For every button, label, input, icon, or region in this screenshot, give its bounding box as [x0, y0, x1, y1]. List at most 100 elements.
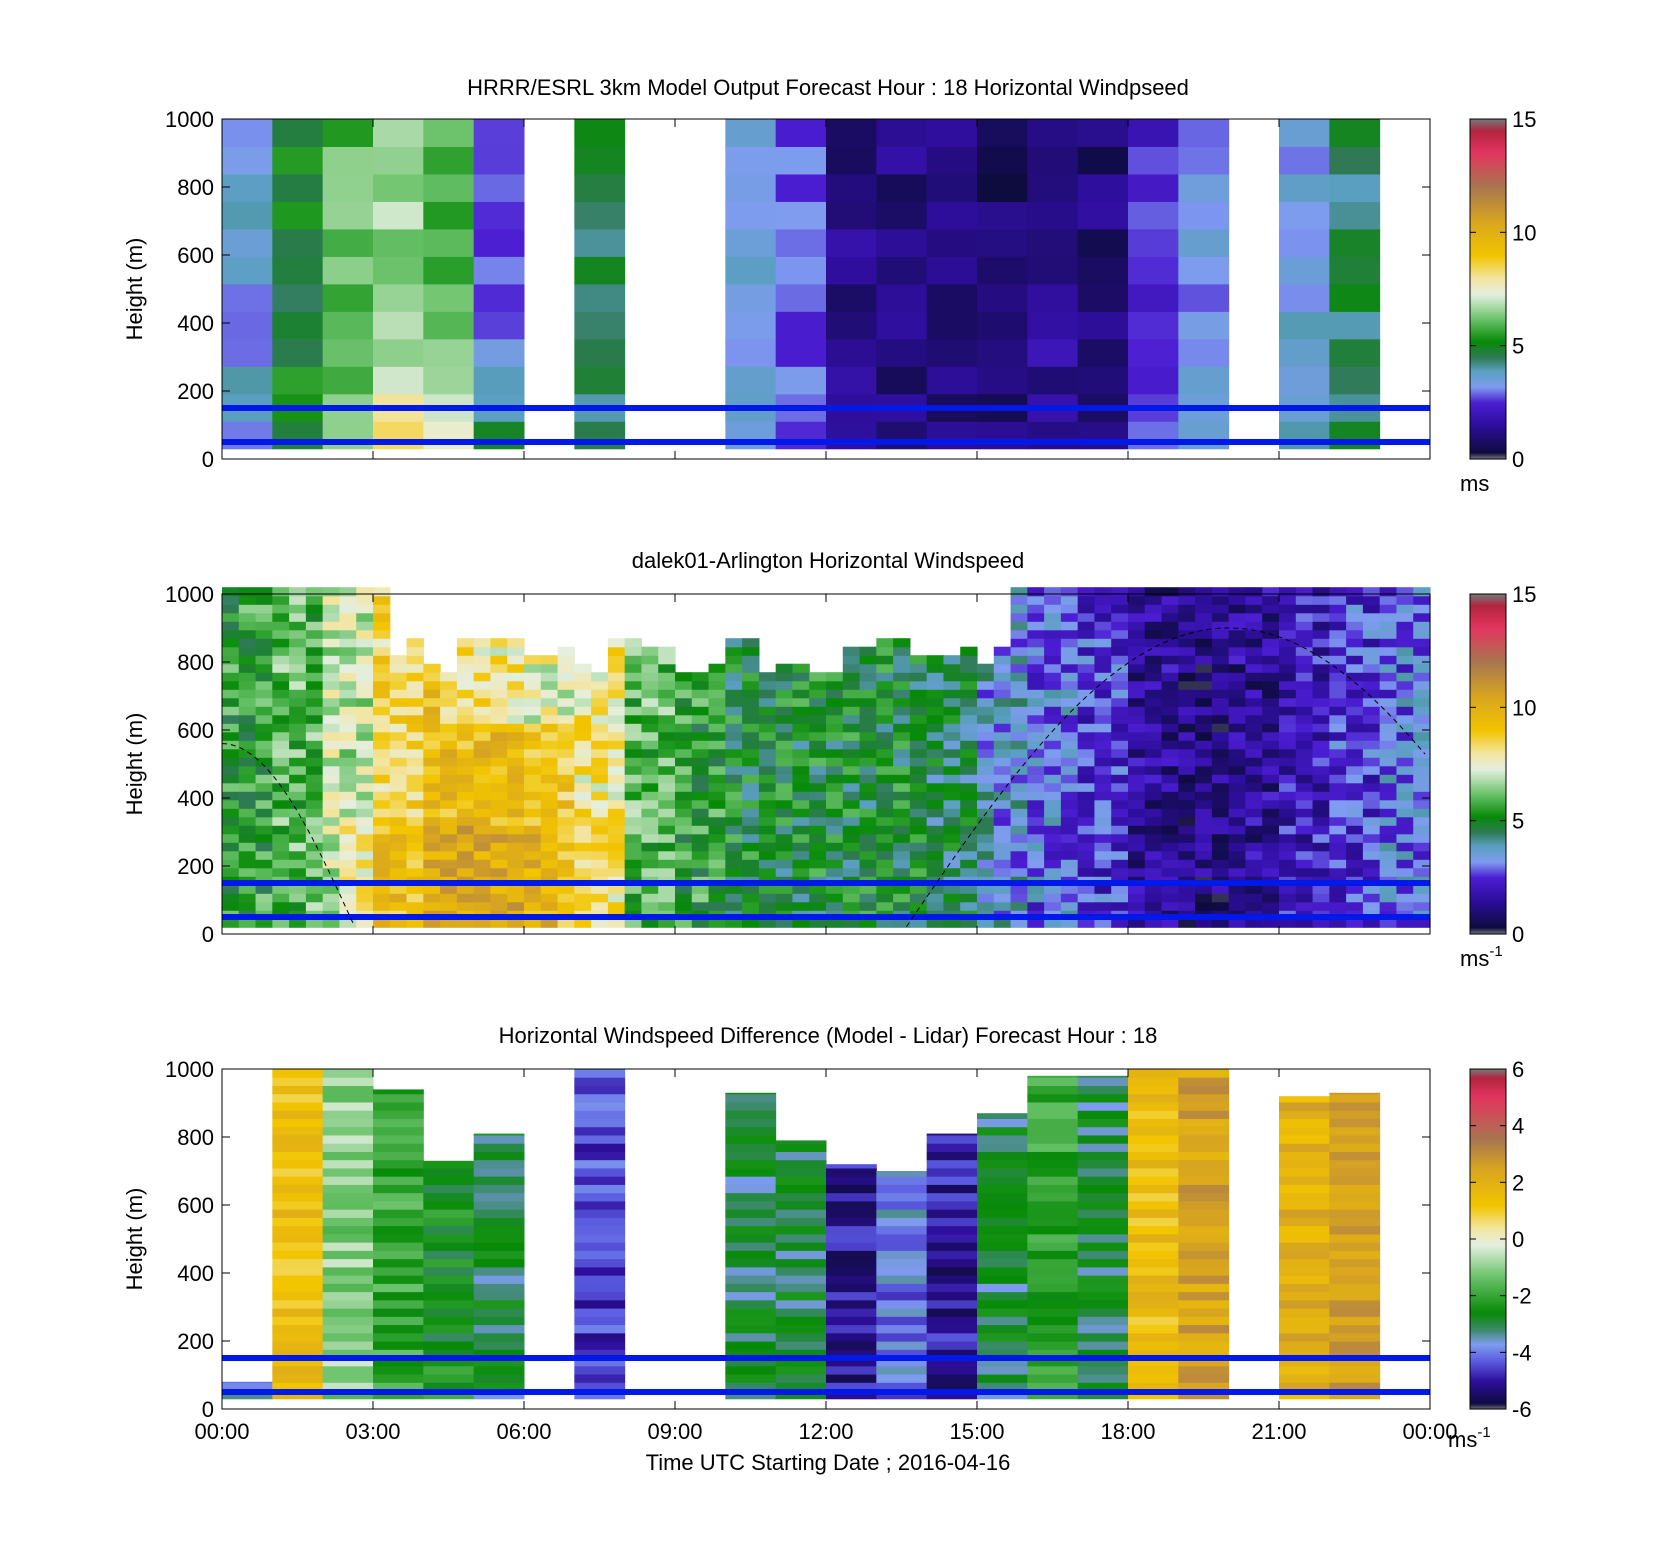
heatmap-cell: [607, 893, 626, 903]
colorbar-step: [1470, 249, 1506, 252]
heatmap-cell: [993, 893, 1012, 903]
heatmap-cell: [272, 1258, 324, 1268]
y-tick-label: 0: [202, 447, 214, 472]
heatmap-cell: [1396, 791, 1414, 801]
heatmap-cell: [1362, 748, 1381, 758]
heatmap-cell: [373, 1126, 424, 1136]
heatmap-cell: [993, 918, 1012, 928]
heatmap-cell: [842, 706, 861, 716]
heatmap-cell: [691, 833, 710, 843]
heatmap-cell: [1161, 808, 1179, 818]
heatmap-cell: [1161, 629, 1179, 639]
heatmap-cell: [272, 146, 324, 175]
heatmap-cell: [305, 612, 324, 622]
x-tick-label: 00:00: [194, 1419, 249, 1444]
colorbar-step: [1470, 1207, 1506, 1210]
heatmap-cell: [255, 859, 273, 869]
heatmap-cell: [1379, 595, 1398, 605]
heatmap-cell: [473, 646, 492, 656]
heatmap-cell: [977, 808, 995, 818]
heatmap-cell: [1245, 638, 1263, 648]
heatmap-cell: [1128, 1225, 1179, 1235]
heatmap-cell: [255, 655, 273, 665]
heatmap-cell: [977, 893, 995, 903]
heatmap-cell: [289, 867, 307, 877]
heatmap-cell: [977, 799, 995, 809]
heatmap-cell: [373, 825, 391, 835]
heatmap-cell: [1010, 680, 1028, 690]
heatmap-cell: [658, 680, 676, 690]
heatmap-cell: [1178, 1258, 1230, 1268]
heatmap-cell: [356, 595, 374, 605]
heatmap-cell: [909, 850, 928, 860]
colorbar-step: [1470, 321, 1506, 324]
heatmap-cell: [1362, 595, 1381, 605]
heatmap-cell: [1396, 901, 1414, 911]
heatmap-cell: [1094, 799, 1112, 809]
heatmap-cell: [842, 867, 861, 877]
colorbar-step: [1470, 678, 1506, 681]
heatmap-cell: [1027, 918, 1045, 928]
heatmap-cell: [1161, 612, 1179, 622]
heatmap-cell: [876, 740, 894, 750]
heatmap-cell: [1279, 1126, 1330, 1136]
heatmap-cell: [339, 884, 357, 894]
heatmap-cell: [893, 672, 911, 682]
heatmap-cell: [574, 1357, 626, 1367]
heatmap-cell: [775, 338, 827, 367]
heatmap-cell: [691, 893, 710, 903]
heatmap-cell: [490, 799, 508, 809]
heatmap-cell: [322, 672, 341, 682]
heatmap-cell: [1329, 655, 1347, 665]
heatmap-cell: [1211, 587, 1230, 597]
heatmap-cell: [255, 723, 273, 733]
heatmap-cell: [993, 825, 1012, 835]
heatmap-cell: [1195, 833, 1213, 843]
heatmap-cell: [1211, 621, 1230, 631]
heatmap-cell: [1262, 680, 1280, 690]
heatmap-cell: [926, 791, 945, 801]
heatmap-cell: [406, 791, 424, 801]
heatmap-cell: [725, 1110, 777, 1119]
heatmap-cell: [473, 1151, 525, 1161]
heatmap-cell: [1312, 655, 1330, 665]
heatmap-cell: [1379, 901, 1398, 911]
colorbar-step: [1470, 1315, 1506, 1318]
heatmap-cell: [1245, 680, 1263, 690]
heatmap-cell: [708, 808, 726, 818]
colorbar-step: [1470, 918, 1506, 921]
heatmap-cell: [272, 311, 324, 340]
heatmap-cell: [1027, 799, 1045, 809]
colorbar-step: [1470, 1215, 1506, 1218]
colorbar-step: [1470, 1167, 1506, 1170]
colorbar-step: [1470, 1077, 1506, 1080]
heatmap-cell: [423, 697, 441, 707]
heatmap-cell: [423, 1283, 475, 1293]
heatmap-cell: [222, 740, 240, 750]
colorbar-step: [1470, 445, 1506, 448]
heatmap-cell: [1060, 850, 1079, 860]
heatmap-cell: [557, 672, 575, 682]
heatmap-cell: [1211, 833, 1230, 843]
colorbar-step: [1470, 395, 1506, 398]
heatmap-cell: [675, 689, 693, 699]
heatmap-cell: [758, 842, 777, 852]
heatmap-cell: [708, 918, 726, 928]
heatmap-cell: [406, 884, 424, 894]
heatmap-cell: [272, 1151, 324, 1161]
heatmap-cell: [1228, 612, 1247, 622]
colorbar-step: [1470, 185, 1506, 188]
heatmap-cell: [826, 1209, 877, 1218]
heatmap-cell: [1077, 714, 1096, 724]
heatmap-cell: [926, 338, 978, 367]
heatmap-cell: [1077, 808, 1096, 818]
heatmap-cell: [641, 731, 659, 741]
heatmap-cell: [1161, 918, 1179, 928]
heatmap-cell: [423, 311, 475, 340]
colorbar-step: [1470, 1171, 1506, 1174]
heatmap-cell: [1027, 867, 1045, 877]
heatmap-cell: [926, 1283, 978, 1293]
heatmap-cell: [1178, 1382, 1230, 1392]
heatmap-cell: [1329, 1316, 1381, 1326]
heatmap-cell: [1178, 146, 1230, 175]
